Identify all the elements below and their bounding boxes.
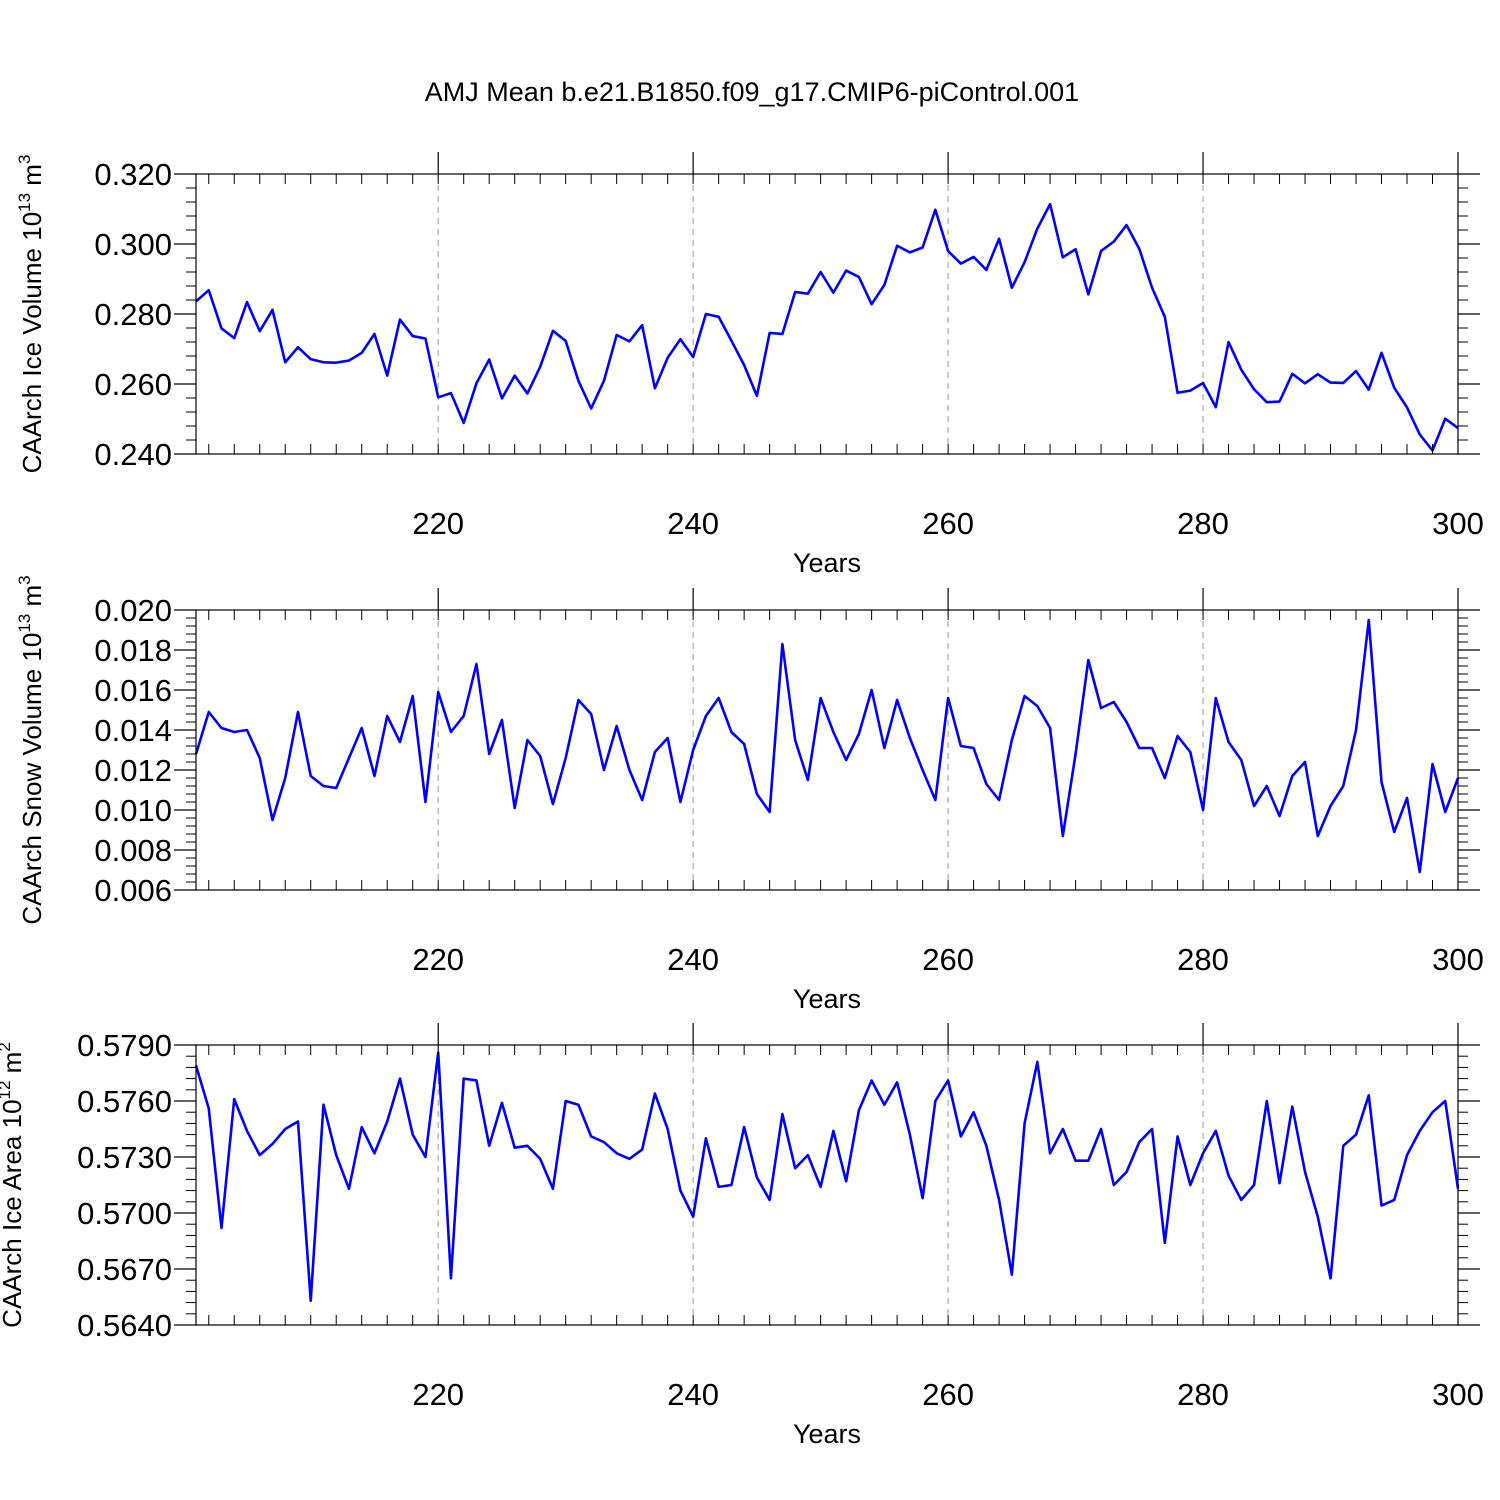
y-tick-label: 0.280 [94, 297, 172, 332]
y-tick-label: 0.300 [94, 227, 172, 262]
y-tick-label: 0.5730 [77, 1140, 172, 1175]
series-line [194, 618, 1460, 874]
x-tick-label: 260 [922, 506, 974, 541]
figure-title: AMJ Mean b.e21.B1850.f09_g17.CMIP6-piCon… [425, 77, 1079, 107]
x-tick-label: 240 [667, 506, 719, 541]
y-tick-label: 0.5670 [77, 1252, 172, 1287]
y-tick-label: 0.012 [94, 753, 172, 788]
y-axis-label-text: CAArch Ice Area 10 [0, 1099, 27, 1327]
y-tick-label: 0.320 [94, 157, 172, 192]
x-tick-label: 240 [667, 1377, 719, 1412]
x-tick-label: 300 [1432, 1377, 1484, 1412]
x-tick-label: 220 [412, 1377, 464, 1412]
x-tick-label: 240 [667, 942, 719, 977]
series-line [194, 1051, 1460, 1303]
y-axis-label-exponent: 2 [0, 1042, 14, 1051]
x-axis-label: Years [793, 984, 861, 1014]
x-tick-label: 300 [1432, 506, 1484, 541]
y-tick-label: 0.016 [94, 673, 172, 708]
x-tick-label: 220 [412, 942, 464, 977]
y-axis-label-text: CAArch Snow Volume 10 [17, 633, 47, 925]
x-axis-label: Years [793, 1419, 861, 1449]
x-tick-label: 300 [1432, 942, 1484, 977]
x-tick-label: 280 [1177, 506, 1229, 541]
x-tick-label: 260 [922, 1377, 974, 1412]
y-tick-label: 0.240 [94, 437, 172, 472]
series-line [195, 202, 1459, 452]
y-tick-label: 0.5700 [77, 1196, 172, 1231]
y-axis-label-exponent: 3 [15, 155, 34, 164]
x-tick-label: 220 [412, 506, 464, 541]
y-axis-label-text: m [0, 1052, 27, 1081]
y-tick-label: 0.008 [94, 833, 172, 868]
x-tick-label: 280 [1177, 1377, 1229, 1412]
x-tick-label: 280 [1177, 942, 1229, 977]
panel-ice-area: 0.5640 0.5670 0.5700 0.5730 0.5760 0.5790 220 2… [0, 1023, 1484, 1449]
y-tick-label: 0.010 [94, 793, 172, 828]
y-axis-label-exponent: 3 [15, 575, 34, 584]
y-axis-label-exponent: 12 [0, 1081, 14, 1100]
y-tick-label: 0.260 [94, 367, 172, 402]
panel-ice-volume: 0.240 0.260 0.280 0.300 0.320 220 240 260 280 300… [15, 152, 1484, 578]
x-tick-label: 260 [922, 942, 974, 977]
y-axis-label-exponent: 13 [15, 193, 34, 212]
y-axis-label-text: m [17, 585, 47, 614]
y-axis-label: CAArch Snow Volume 1013 m3 [15, 575, 47, 924]
plot-frame [195, 1044, 1459, 1326]
y-axis-label-exponent: 13 [15, 614, 34, 633]
panel-snow-volume: 0.006 0.008 0.010 0.012 0.014 0.016 0.018 0.020… [15, 575, 1484, 1014]
x-axis-label: Years [793, 548, 861, 578]
y-tick-label: 0.018 [94, 633, 172, 668]
y-tick-label: 0.006 [94, 873, 172, 908]
y-axis-label-text: m [17, 164, 47, 193]
y-tick-label: 0.014 [94, 713, 172, 748]
plot-frame [195, 609, 1459, 891]
y-tick-label: 0.5640 [77, 1308, 172, 1343]
y-axis-label-text: CAArch Ice Volume 10 [17, 212, 47, 474]
y-tick-label: 0.5790 [77, 1028, 172, 1063]
y-tick-label: 0.5760 [77, 1084, 172, 1119]
y-axis-label: CAArch Ice Area 1012 m2 [0, 1042, 27, 1328]
y-axis-label: CAArch Ice Volume 1013 m3 [15, 155, 47, 474]
y-tick-label: 0.020 [94, 593, 172, 628]
